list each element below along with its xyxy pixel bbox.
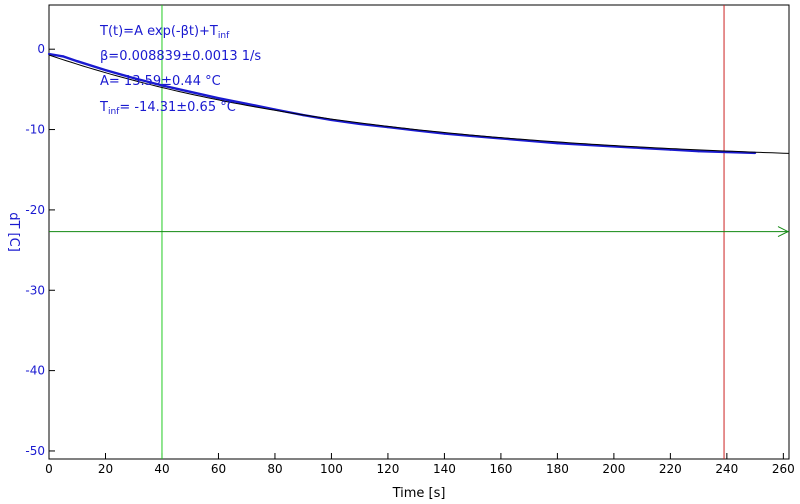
x-tick-label: 140 [433,462,456,476]
y-tick-label: -20 [25,203,45,217]
marker-lines [49,5,790,459]
data-point [47,52,51,56]
y-axis-label: dT [C] [6,212,21,252]
y-tick-label: -50 [25,444,45,458]
x-tick-label: 60 [211,462,226,476]
data-point [160,84,164,87]
annotation-amplitude: A= 13.59±0.44 °C [100,74,221,89]
series-layer [47,52,790,155]
data-point [76,60,79,63]
annotation-beta: β=0.008839±0.0013 1/s [100,49,261,64]
data-point [556,142,559,145]
data-point [697,150,700,153]
x-axis-label: Time [s] [392,486,446,501]
data-point [245,102,248,105]
annotation-model: T(t)=A exp(-βt)+Tinf [99,24,230,41]
x-axis: 0 20 40 60 80 100 120 140 160 180 200 220 240 260 [45,453,795,476]
x-tick-label: 20 [98,462,113,476]
y-tick-label: 0 [37,42,45,56]
x-tick-label: 100 [320,462,343,476]
y-axis: 0 -10 -20 -30 -40 -50 [25,42,55,458]
x-tick-label: 220 [659,462,682,476]
fit-annotation: T(t)=A exp(-βt)+Tinf β=0.008839±0.0013 1… [99,24,261,117]
y-tick-label: -40 [25,364,45,378]
x-tick-label: 80 [267,462,282,476]
data-point [132,77,135,80]
x-tick-label: 180 [546,462,569,476]
data-point [189,90,192,93]
x-tick-label: 200 [602,462,625,476]
threshold-arrow [777,226,790,238]
data-point [217,97,220,100]
y-tick-label: -10 [25,123,45,137]
fit-curve [48,54,790,154]
x-tick-label: 240 [715,462,738,476]
y-tick-label: -30 [25,283,45,297]
x-tick-label: 0 [45,462,53,476]
x-tick-label: 160 [489,462,512,476]
data-point [62,55,65,58]
annotation-tinf: Tinf= -14.31±0.65 °C [99,100,236,117]
x-tick-label: 40 [154,462,169,476]
x-tick-label: 260 [772,462,795,476]
data-point [104,69,107,72]
x-tick-label: 120 [376,462,399,476]
